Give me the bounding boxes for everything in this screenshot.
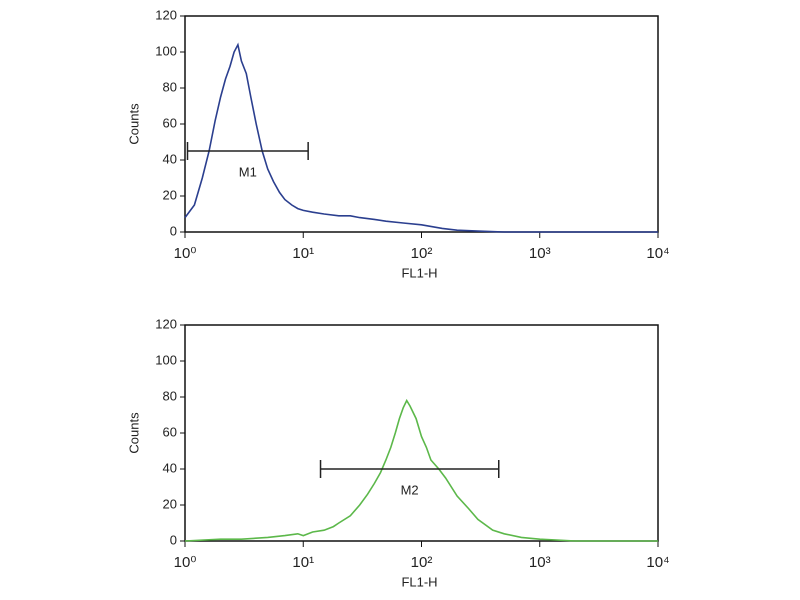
y-tick-label: 60 xyxy=(163,115,177,130)
y-tick-label: 80 xyxy=(163,388,177,403)
y-axis-label: Counts xyxy=(126,412,141,454)
x-tick-label: 10² xyxy=(411,554,433,571)
y-tick-label: 80 xyxy=(163,79,177,94)
x-tick-label: 10⁴ xyxy=(646,554,669,571)
x-tick-label: 10² xyxy=(411,245,433,262)
x-tick-label: 10⁰ xyxy=(174,245,197,262)
x-tick-label: 10⁰ xyxy=(174,554,197,571)
y-tick-label: 120 xyxy=(155,316,177,331)
x-tick-label: 10¹ xyxy=(292,554,314,571)
y-tick-label: 0 xyxy=(170,532,177,547)
y-tick-label: 100 xyxy=(155,352,177,367)
gate-label: M1 xyxy=(239,164,257,179)
y-tick-label: 40 xyxy=(163,460,177,475)
x-tick-label: 10¹ xyxy=(292,245,314,262)
y-tick-label: 120 xyxy=(155,7,177,22)
y-tick-label: 100 xyxy=(155,43,177,58)
y-tick-label: 20 xyxy=(163,496,177,511)
x-tick-label: 10³ xyxy=(529,245,551,262)
gate-label: M2 xyxy=(401,482,419,497)
x-axis-label: FL1-H xyxy=(401,265,437,280)
y-axis-label: Counts xyxy=(126,103,141,145)
y-tick-label: 40 xyxy=(163,151,177,166)
x-tick-label: 10³ xyxy=(529,554,551,571)
y-tick-label: 20 xyxy=(163,187,177,202)
plot-frame xyxy=(184,324,659,542)
histogram-line xyxy=(184,42,658,233)
y-tick-label: 60 xyxy=(163,424,177,439)
x-tick-label: 10⁴ xyxy=(646,245,669,262)
histogram-line xyxy=(184,398,658,542)
y-tick-label: 0 xyxy=(170,223,177,238)
x-axis-label: FL1-H xyxy=(401,574,437,589)
